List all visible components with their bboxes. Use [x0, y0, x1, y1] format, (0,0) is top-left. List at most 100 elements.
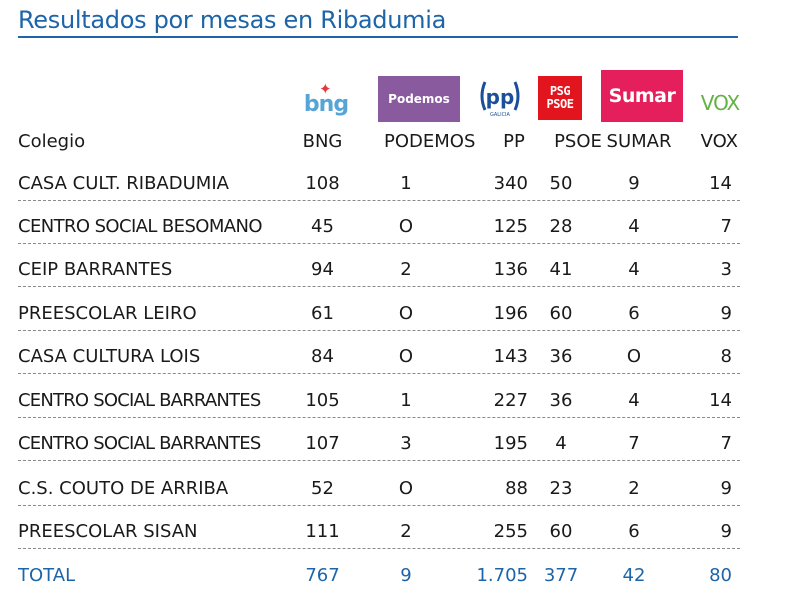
table-row: CENTRO SOCIAL BESOMANO 45 O 125 28 4 7: [18, 213, 740, 244]
cell-bng: 105: [305, 390, 340, 411]
cell-sumar: 9: [628, 173, 640, 194]
cell-colegio: PREESCOLAR SISAN: [18, 521, 198, 542]
cell-bng: 111: [305, 521, 340, 542]
cell-podemos: 2: [400, 521, 412, 542]
cell-bng: 52: [311, 478, 334, 499]
cell-podemos: 1: [400, 390, 412, 411]
table-row: CEIP BARRANTES 94 2 136 41 4 3: [18, 256, 740, 287]
cell-podemos: O: [398, 303, 414, 324]
cell-psoe: 60: [549, 303, 573, 324]
bng-logo: ✦ bng: [298, 80, 354, 118]
cell-pp: 195: [493, 433, 528, 454]
cell-psoe: 36: [549, 390, 573, 411]
psoe-logo-line2: PSOE: [546, 97, 574, 111]
cell-colegio: CENTRO SOCIAL BARRANTES: [18, 433, 261, 454]
total-podemos: 9: [400, 565, 412, 586]
pp-logo: pp GALICIA: [474, 74, 526, 122]
cell-colegio: CENTRO SOCIAL BARRANTES: [18, 390, 261, 411]
cell-colegio: CASA CULT. RIBADUMIA: [18, 173, 229, 194]
vox-logo: VOX: [690, 88, 750, 118]
table-row: PREESCOLAR LEIRO 61 O 196 60 6 9: [18, 300, 740, 331]
cell-vox: 7: [720, 216, 732, 237]
cell-vox: 9: [720, 478, 732, 499]
cell-podemos: O: [398, 346, 414, 367]
cell-pp: 340: [493, 173, 528, 194]
cell-psoe: 41: [549, 259, 573, 280]
cell-bng: 61: [311, 303, 334, 324]
table-header: Colegio BNG PODEMOS PP PSOE SUMAR VOX: [18, 128, 740, 158]
total-vox: 80: [709, 565, 732, 586]
page-title: Resultados por mesas en Ribadumia: [18, 6, 447, 34]
cell-psoe: 28: [549, 216, 573, 237]
cell-colegio: CENTRO SOCIAL BESOMANO: [18, 216, 263, 237]
cell-podemos: 2: [400, 259, 412, 280]
total-bng: 767: [305, 565, 340, 586]
header-colegio: Colegio: [18, 131, 86, 152]
cell-bng: 45: [311, 216, 334, 237]
cell-psoe: 50: [549, 173, 573, 194]
table-row: CASA CULTURA LOIS 84 O 143 36 O 8: [18, 343, 740, 374]
cell-sumar: 7: [628, 433, 640, 454]
total-psoe: 377: [543, 565, 579, 586]
cell-psoe: 4: [555, 433, 567, 454]
cell-psoe: 23: [549, 478, 573, 499]
cell-vox: 14: [709, 390, 732, 411]
cell-colegio: CASA CULTURA LOIS: [18, 346, 201, 367]
cell-pp: 196: [493, 303, 528, 324]
cell-sumar: 4: [628, 259, 640, 280]
table-row: C.S. COUTO DE ARRIBA 52 O 88 23 2 9: [18, 475, 740, 506]
cell-vox: 7: [720, 433, 732, 454]
cell-vox: 8: [720, 346, 732, 367]
table-row: CASA CULT. RIBADUMIA 108 1 340 50 9 14: [18, 170, 740, 201]
total-sumar: 42: [622, 565, 646, 586]
cell-bng: 94: [311, 259, 334, 280]
cell-sumar: 6: [628, 303, 640, 324]
sumar-logo: Sumar: [601, 70, 683, 122]
header-bng: BNG: [302, 131, 343, 152]
bng-logo-text: bng: [303, 91, 349, 117]
cell-colegio: C.S. COUTO DE ARRIBA: [18, 478, 229, 499]
cell-pp: 227: [493, 390, 528, 411]
table-row: PREESCOLAR SISAN 111 2 255 60 6 9: [18, 518, 740, 549]
total-pp: 1.705: [476, 565, 528, 586]
cell-sumar: O: [626, 346, 642, 367]
star-icon: ✦: [319, 80, 332, 98]
podemos-logo: Podemos: [378, 76, 460, 122]
table-row: CENTRO SOCIAL BARRANTES 105 1 227 36 4 1…: [18, 387, 740, 418]
table-row: CENTRO SOCIAL BARRANTES 107 3 195 4 7 7: [18, 430, 740, 461]
cell-colegio: CEIP BARRANTES: [18, 259, 173, 280]
vox-logo-text: VOX: [700, 91, 740, 115]
cell-pp: 136: [493, 259, 528, 280]
header-sumar: SUMAR: [606, 131, 672, 152]
cell-bng: 108: [305, 173, 340, 194]
pp-logo-graphic: pp: [480, 81, 520, 111]
cell-vox: 14: [709, 173, 732, 194]
cell-podemos: O: [398, 216, 414, 237]
cell-bng: 107: [305, 433, 340, 454]
header-podemos: PODEMOS: [384, 131, 476, 152]
cell-vox: 3: [720, 259, 732, 280]
cell-psoe: 60: [549, 521, 573, 542]
cell-sumar: 4: [628, 390, 640, 411]
cell-vox: 9: [720, 303, 732, 324]
table-total-row: TOTAL 767 9 1.705 377 42 80: [18, 562, 740, 592]
psoe-logo: PSG PSOE: [538, 76, 582, 120]
pp-logo-subtext: GALICIA: [490, 112, 510, 118]
cell-pp: 125: [493, 216, 528, 237]
psoe-logo-line1: PSG: [549, 84, 571, 98]
cell-psoe: 36: [549, 346, 573, 367]
cell-colegio: PREESCOLAR LEIRO: [18, 303, 197, 324]
cell-podemos: O: [398, 478, 414, 499]
total-label: TOTAL: [18, 565, 76, 586]
cell-sumar: 2: [628, 478, 640, 499]
cell-sumar: 6: [628, 521, 640, 542]
cell-podemos: 3: [400, 433, 412, 454]
cell-podemos: 1: [400, 173, 412, 194]
cell-pp: 255: [493, 521, 528, 542]
title-underline: [18, 36, 738, 38]
cell-pp: 88: [505, 478, 528, 499]
cell-vox: 9: [720, 521, 732, 542]
podemos-logo-text: Podemos: [388, 92, 450, 106]
pp-logo-text: pp: [486, 85, 515, 109]
cell-pp: 143: [493, 346, 528, 367]
